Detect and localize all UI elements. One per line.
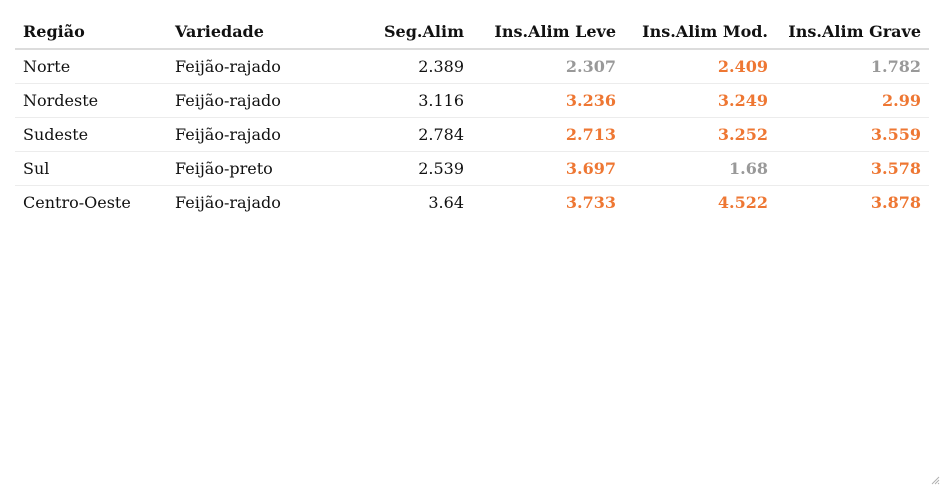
column-header-ins-alim-grave[interactable]: Ins.Alim Grave bbox=[776, 14, 929, 50]
column-header-seg-alim[interactable]: Seg.Alim bbox=[319, 14, 472, 50]
cell-variedade: Feijão-rajado bbox=[167, 83, 319, 118]
table-row: Centro-Oeste Feijão-rajado 3.64 3.733 4.… bbox=[15, 186, 929, 220]
table-row: Sudeste Feijão-rajado 2.784 2.713 3.252 … bbox=[15, 117, 929, 152]
cell-ins-alim-leve: 3.236 bbox=[472, 83, 624, 118]
resize-grip-icon[interactable] bbox=[930, 475, 940, 485]
table-body: Norte Feijão-rajado 2.389 2.307 2.409 1.… bbox=[15, 49, 929, 219]
cell-ins-alim-leve: 3.733 bbox=[565, 193, 616, 212]
data-table-container: Região Variedade Seg.Alim Ins.Alim Leve … bbox=[15, 14, 929, 219]
cell-regiao: Sul bbox=[15, 151, 167, 186]
table-row: Nordeste Feijão-rajado 3.116 3.236 3.249… bbox=[15, 83, 929, 118]
cell-ins-alim-grave: 3.878 bbox=[870, 193, 921, 212]
cell-ins-alim-mod: 3.249 bbox=[624, 83, 776, 118]
cell-variedade: Feijão-rajado bbox=[167, 49, 319, 84]
column-header-ins-alim-mod[interactable]: Ins.Alim Mod. bbox=[624, 14, 776, 50]
cell-ins-alim-mod: 4.522 bbox=[717, 193, 768, 212]
cell-seg-alim: 2.784 bbox=[319, 117, 472, 152]
cell-regiao: Sudeste bbox=[15, 117, 167, 152]
cell-variedade: Feijão-rajado bbox=[167, 117, 319, 152]
cell-ins-alim-mod: 3.252 bbox=[624, 117, 776, 152]
cell-ins-alim-grave: 2.99 bbox=[776, 83, 929, 118]
cell-ins-alim-grave: 1.782 bbox=[776, 49, 929, 84]
cell-seg-alim: 3.116 bbox=[319, 83, 472, 118]
cell-ins-alim-leve: 3.697 bbox=[472, 151, 624, 186]
table-row: Sul Feijão-preto 2.539 3.697 1.68 3.578 bbox=[15, 151, 929, 186]
table-row: Norte Feijão-rajado 2.389 2.307 2.409 1.… bbox=[15, 49, 929, 84]
header-row: Região Variedade Seg.Alim Ins.Alim Leve … bbox=[15, 14, 929, 50]
column-header-variedade[interactable]: Variedade bbox=[167, 14, 319, 50]
cell-variedade: Feijão-rajado bbox=[175, 193, 281, 212]
column-header-regiao[interactable]: Região bbox=[15, 14, 167, 50]
cell-ins-alim-leve: 2.713 bbox=[472, 117, 624, 152]
cell-regiao: Centro-Oeste bbox=[23, 193, 131, 212]
column-header-ins-alim-leve[interactable]: Ins.Alim Leve bbox=[472, 14, 624, 50]
data-table: Região Variedade Seg.Alim Ins.Alim Leve … bbox=[15, 14, 929, 219]
cell-regiao: Nordeste bbox=[15, 83, 167, 118]
cell-ins-alim-leve: 2.307 bbox=[472, 49, 624, 84]
cell-regiao: Norte bbox=[15, 49, 167, 84]
cell-ins-alim-mod: 2.409 bbox=[624, 49, 776, 84]
cell-variedade: Feijão-preto bbox=[167, 151, 319, 186]
cell-ins-alim-grave: 3.578 bbox=[776, 151, 929, 186]
table-header: Região Variedade Seg.Alim Ins.Alim Leve … bbox=[15, 14, 929, 50]
cell-seg-alim: 3.64 bbox=[428, 193, 464, 212]
cell-ins-alim-mod: 1.68 bbox=[624, 151, 776, 186]
cell-seg-alim: 2.389 bbox=[319, 49, 472, 84]
cell-seg-alim: 2.539 bbox=[319, 151, 472, 186]
cell-ins-alim-grave: 3.559 bbox=[776, 117, 929, 152]
